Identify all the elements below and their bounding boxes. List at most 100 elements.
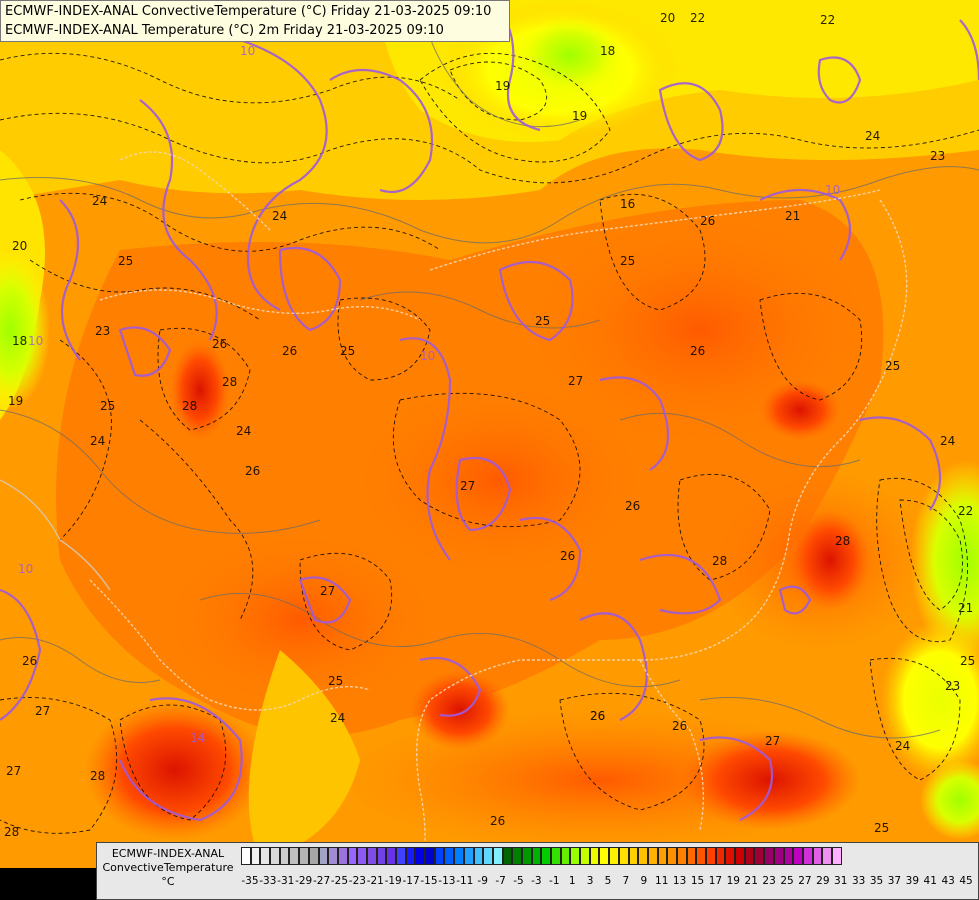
legend-swatch — [357, 847, 367, 865]
contour-label: 26 — [282, 344, 297, 358]
legend-swatch — [396, 847, 406, 865]
contour-label: 26 — [590, 709, 605, 723]
contour-label: 23 — [945, 679, 960, 693]
legend-tick-label: 33 — [851, 875, 866, 887]
legend-swatch — [686, 847, 697, 865]
legend-swatch — [696, 847, 706, 865]
map-title-line2: ECMWF-INDEX-ANAL Temperature (°C) 2m Fri… — [5, 23, 444, 38]
legend-swatch — [667, 847, 677, 865]
legend-swatch — [773, 847, 784, 865]
legend-label: ECMWF-INDEX-ANAL ConvectiveTemperature °… — [97, 843, 239, 899]
contour-label: 20 — [12, 239, 27, 253]
field-green-blob-w — [0, 250, 50, 410]
legend-swatch — [483, 847, 493, 865]
contour-label: 22 — [690, 11, 705, 25]
contour-label: 25 — [874, 821, 889, 835]
legend-tick-label: -5 — [513, 875, 524, 887]
legend-tick-label: -15 — [420, 875, 438, 887]
field-yellow-blob-se — [880, 620, 979, 780]
legend-swatch — [376, 847, 387, 865]
contour-label: 26 — [625, 499, 640, 513]
legend-swatch — [725, 847, 736, 865]
legend-tick-label: -25 — [330, 875, 349, 887]
legend-tick-label: -27 — [312, 875, 331, 887]
contour-label: 28 — [835, 534, 850, 548]
legend-swatch — [289, 847, 300, 865]
legend-swatch — [802, 847, 813, 865]
contour-label: 10 — [825, 183, 840, 197]
legend-swatch — [589, 847, 600, 865]
contour-labels: 20 22 22 19 18 24 23 21 20 24 25 24 26 2… — [4, 11, 975, 839]
field-hot-3 — [680, 730, 860, 830]
legend-tick-label: -21 — [366, 875, 384, 887]
field-hot-1 — [85, 700, 265, 840]
legend-swatch — [425, 847, 435, 865]
legend-swatch — [638, 847, 648, 865]
contour-label: 10 — [18, 562, 33, 576]
contour-label: 21 — [958, 601, 973, 615]
contour-label: 25 — [340, 344, 355, 358]
legend-tick-label: 15 — [690, 875, 705, 887]
legend-tick-label: 29 — [816, 875, 830, 887]
legend-swatch — [647, 847, 658, 865]
legend-swatch — [764, 847, 774, 865]
contour-label: 24 — [92, 194, 107, 208]
legend-swatch — [560, 847, 571, 865]
contour-label: 25 — [118, 254, 133, 268]
contour-label: 22 — [958, 504, 973, 518]
legend-swatch — [415, 847, 426, 865]
contour-label: 23 — [930, 149, 945, 163]
legend-tick-label: -1 — [549, 875, 560, 887]
legend-swatch — [676, 847, 687, 865]
contour-label: 26 — [690, 344, 705, 358]
contour-label: 25 — [535, 314, 550, 328]
legend-tick-label: 19 — [726, 875, 740, 887]
coastline — [0, 479, 111, 591]
contour-label: 25 — [885, 359, 900, 373]
legend-swatch — [706, 847, 716, 865]
contour-label: 25 — [100, 399, 115, 413]
contour-label: 26 — [590, 709, 605, 723]
contour-label: 27 — [320, 584, 335, 598]
map-title-line1: ECMWF-INDEX-ANAL ConvectiveTemperature (… — [5, 4, 492, 19]
legend-tick-label: 21 — [744, 875, 758, 887]
contour-label: 22 — [820, 13, 835, 27]
legend-swatch — [250, 847, 261, 865]
legend-tick-label: -35 — [241, 875, 259, 887]
legend-swatch — [434, 847, 445, 865]
contour-label: 27 — [35, 704, 50, 718]
contour-label: 27 — [568, 374, 583, 388]
contour-label: 28 — [182, 399, 197, 413]
legend-tick-label: -13 — [438, 875, 456, 887]
legend-tick-label: -3 — [531, 875, 542, 887]
legend-swatch — [657, 847, 668, 865]
contour-label: 25 — [960, 654, 975, 668]
legend-swatch — [492, 847, 503, 865]
legend-swatch — [531, 847, 542, 865]
legend-tick-label: 5 — [604, 875, 612, 887]
contour-label: 19 — [8, 394, 23, 408]
legend-swatch — [541, 847, 551, 865]
legend-tick-label: 1 — [568, 875, 576, 887]
legend-tick-label: -31 — [277, 875, 295, 887]
legend-swatch — [463, 847, 474, 865]
contour-label: 25 — [328, 674, 343, 688]
legend-tick-label: 45 — [959, 875, 973, 887]
legend-swatch — [618, 847, 629, 865]
color-legend: ECMWF-INDEX-ANAL ConvectiveTemperature °… — [96, 842, 979, 900]
field-hot-6 — [170, 340, 230, 440]
legend-tick-label: 27 — [798, 875, 812, 887]
legend-tick-label: -23 — [348, 875, 366, 887]
contour-label: 10 — [28, 334, 43, 348]
legend-swatch — [715, 847, 726, 865]
contour-label: 26 — [245, 464, 260, 478]
contour-label: 28 — [4, 825, 19, 839]
legend-swatch — [735, 847, 745, 865]
legend-swatch — [609, 847, 619, 865]
legend-swatch — [328, 847, 338, 865]
legend-swatch — [366, 847, 377, 865]
legend-swatch — [628, 847, 639, 865]
field-sw-yellow — [248, 650, 360, 860]
contour-label: 26 — [490, 814, 505, 828]
